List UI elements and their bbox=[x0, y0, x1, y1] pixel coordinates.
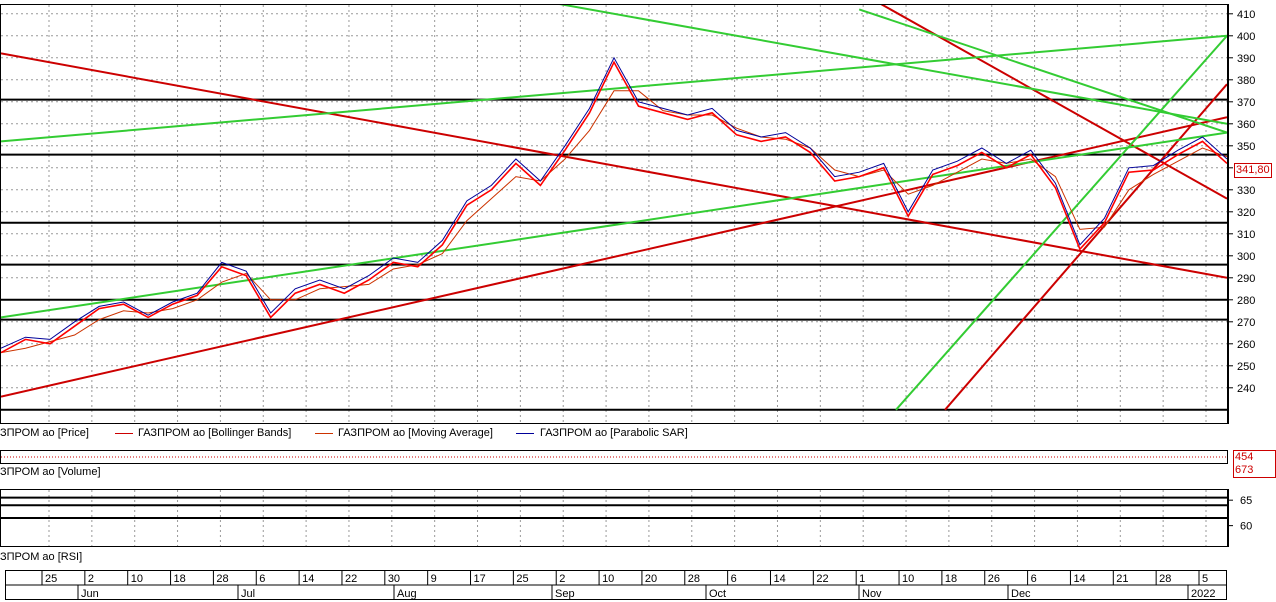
day-label: 2 bbox=[88, 573, 94, 585]
volume-chart-panel[interactable] bbox=[0, 450, 1228, 464]
day-label: 2 bbox=[559, 573, 565, 585]
rsi-legend: ЗПРОМ ао [RSI] bbox=[0, 549, 400, 565]
price-chart-svg bbox=[1, 5, 1227, 423]
green-trendline bbox=[559, 5, 1227, 125]
legend-sar-swatch bbox=[516, 433, 534, 434]
price-scale-svg: 2402502602702802903003103203303403503603… bbox=[1228, 4, 1255, 424]
volume-chart-svg bbox=[1, 456, 1227, 458]
month-label: Jun bbox=[81, 588, 99, 599]
day-label: 1 bbox=[859, 573, 865, 585]
day-label: 10 bbox=[902, 573, 914, 585]
red-trendline bbox=[944, 83, 1227, 411]
price-grid bbox=[1, 5, 1227, 423]
month-label: Dec bbox=[1011, 588, 1031, 599]
price-legend: ЗПРОМ ао [Price] ГАЗПРОМ ао [Bollinger B… bbox=[0, 425, 1228, 441]
rsi-chart-svg bbox=[1, 490, 1227, 546]
price-tick-label: 400 bbox=[1237, 31, 1255, 43]
day-label: 14 bbox=[302, 573, 314, 585]
volume-scale: 454 673 bbox=[1228, 450, 1276, 478]
day-label: 28 bbox=[216, 573, 228, 585]
month-label: Aug bbox=[397, 588, 417, 599]
green-trendline bbox=[895, 35, 1227, 411]
volume-legend-label: ЗПРОМ ао [Volume] bbox=[0, 466, 101, 478]
legend-price-label: ЗПРОМ ао [Price] bbox=[0, 427, 89, 439]
green-trendline bbox=[858, 8, 1227, 134]
last-price-label: 341,80 bbox=[1234, 163, 1272, 178]
month-label: Oct bbox=[709, 588, 726, 599]
last-volume-label: 454 673 bbox=[1233, 450, 1276, 478]
price-tick-label: 270 bbox=[1237, 317, 1255, 329]
price-tick-label: 370 bbox=[1237, 97, 1255, 109]
day-label: 22 bbox=[816, 573, 828, 585]
price-tick-label: 380 bbox=[1237, 75, 1255, 87]
day-label: 14 bbox=[1073, 573, 1085, 585]
day-label: 9 bbox=[431, 573, 437, 585]
price-tick-label: 300 bbox=[1237, 251, 1255, 263]
day-label: 25 bbox=[516, 573, 528, 585]
day-label: 28 bbox=[1159, 573, 1171, 585]
price-line bbox=[1, 60, 1227, 354]
day-label: 17 bbox=[474, 573, 486, 585]
legend-bollinger-swatch bbox=[115, 433, 133, 434]
day-label: 22 bbox=[345, 573, 357, 585]
month-label: Sep bbox=[555, 588, 575, 599]
rsi-scale-svg: 60 65 bbox=[1228, 489, 1252, 547]
day-label: 25 bbox=[45, 573, 57, 585]
time-axis-svg: 25 2 10 18 28 6 14 22 30 9 17 25 2 10 20 28 6 14 22 1 10 18 26… bbox=[6, 571, 1226, 599]
price-tick-label: 310 bbox=[1237, 229, 1255, 241]
day-label: 28 bbox=[688, 573, 700, 585]
price-tick-label: 240 bbox=[1237, 383, 1255, 395]
price-tick-label: 260 bbox=[1237, 339, 1255, 351]
price-tick-label: 350 bbox=[1237, 141, 1255, 153]
day-label: 21 bbox=[1116, 573, 1128, 585]
price-chart-panel[interactable] bbox=[0, 4, 1228, 424]
green-trendline bbox=[1, 131, 1227, 319]
price-tick-label: 330 bbox=[1237, 185, 1255, 197]
price-tick-label: 390 bbox=[1237, 53, 1255, 65]
green-trendline bbox=[1, 34, 1227, 143]
red-trendline bbox=[1, 52, 1227, 279]
day-label: 6 bbox=[731, 573, 737, 585]
volume-legend: ЗПРОМ ао [Volume] bbox=[0, 464, 400, 480]
day-label: 6 bbox=[1031, 573, 1037, 585]
day-label: 18 bbox=[945, 573, 957, 585]
moving-average-line bbox=[1, 90, 1227, 354]
month-label: 2022 bbox=[1191, 588, 1215, 599]
price-tick-label: 280 bbox=[1237, 295, 1255, 307]
day-label: 10 bbox=[131, 573, 143, 585]
price-tick-label: 250 bbox=[1237, 361, 1255, 373]
rsi-scale: 60 65 bbox=[1228, 489, 1276, 547]
price-tick-label: 290 bbox=[1237, 273, 1255, 285]
day-label: 30 bbox=[388, 573, 400, 585]
rsi-legend-label: ЗПРОМ ао [RSI] bbox=[0, 551, 83, 563]
day-label: 10 bbox=[602, 573, 614, 585]
rsi-tick-label: 60 bbox=[1240, 521, 1252, 533]
parabolic-sar-line bbox=[1, 56, 1227, 349]
price-tick-label: 320 bbox=[1237, 207, 1255, 219]
month-label: Nov bbox=[862, 588, 882, 599]
legend-ma-swatch bbox=[315, 433, 333, 434]
day-label: 5 bbox=[1202, 573, 1208, 585]
day-label: 6 bbox=[259, 573, 265, 585]
legend-bollinger-label: ГАЗПРОМ ао [Bollinger Bands] bbox=[138, 427, 292, 439]
day-label: 14 bbox=[773, 573, 785, 585]
rsi-tick-label: 65 bbox=[1240, 495, 1252, 507]
price-tick-label: 360 bbox=[1237, 119, 1255, 131]
price-tick-label: 410 bbox=[1237, 9, 1255, 21]
price-scale[interactable]: 2402502602702802903003103203303403503603… bbox=[1228, 4, 1276, 424]
red-trendline bbox=[1, 116, 1227, 398]
day-label: 18 bbox=[174, 573, 186, 585]
legend-sar-label: ГАЗПРОМ ао [Parabolic SAR] bbox=[540, 427, 688, 439]
day-label: 26 bbox=[988, 573, 1000, 585]
legend-ma-label: ГАЗПРОМ ао [Moving Average] bbox=[338, 427, 493, 439]
month-label: Jul bbox=[241, 588, 255, 599]
day-label: 20 bbox=[645, 573, 657, 585]
time-axis[interactable]: 25 2 10 18 28 6 14 22 30 9 17 25 2 10 20 28 6 14 22 1 10 18 26… bbox=[5, 570, 1227, 600]
rsi-chart-panel[interactable] bbox=[0, 489, 1228, 547]
red-trendline bbox=[880, 5, 1227, 200]
